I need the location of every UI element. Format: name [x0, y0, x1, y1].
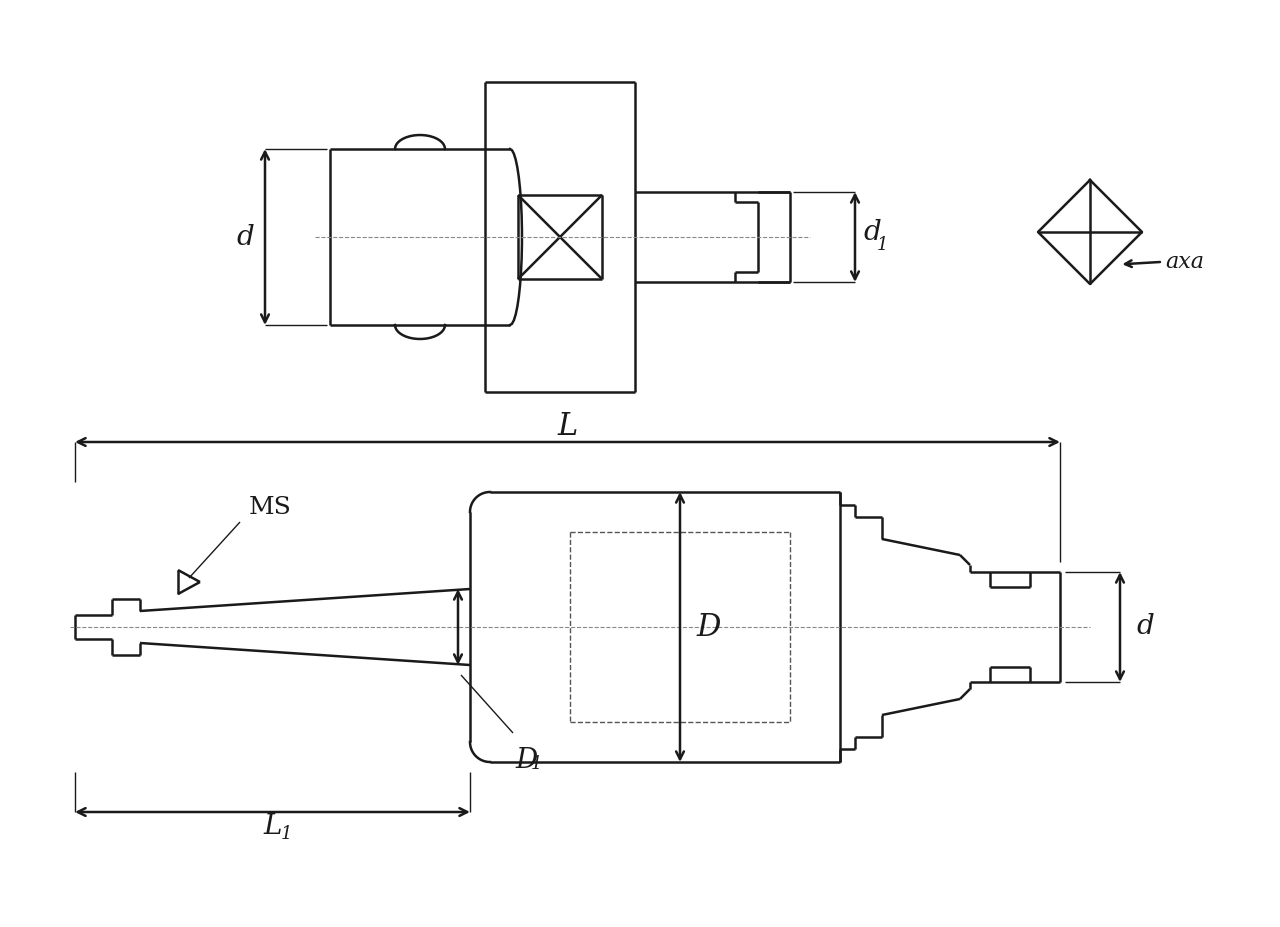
Text: 1: 1	[531, 755, 543, 773]
Text: D: D	[515, 747, 538, 774]
Text: axa: axa	[1165, 251, 1204, 273]
Text: L: L	[264, 814, 282, 841]
Text: d: d	[863, 219, 881, 246]
Text: L: L	[557, 411, 577, 441]
Text: 1: 1	[877, 236, 888, 254]
Text: 1: 1	[280, 825, 292, 843]
Text: MS: MS	[248, 496, 292, 518]
Text: d: d	[236, 223, 253, 250]
Text: D: D	[696, 612, 721, 642]
Text: d: d	[1137, 614, 1153, 641]
